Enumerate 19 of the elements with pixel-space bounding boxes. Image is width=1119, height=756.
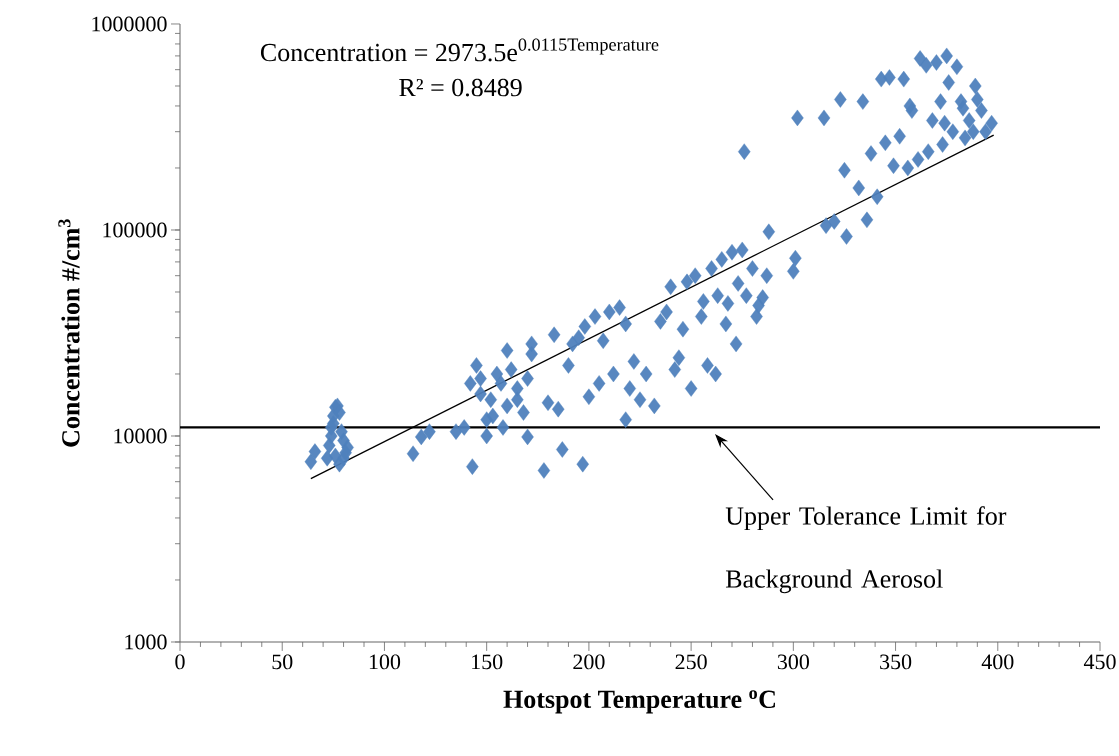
x-tick-label: 150 (472, 654, 503, 670)
text: Upper Tolerance Limit for Background Aerosol (725, 506, 1007, 594)
y-tick-label: 100000 (103, 222, 167, 238)
x-tick-label: 200 (573, 654, 605, 670)
x-tick-label: 300 (777, 654, 809, 670)
annotation: R² = 0.8489 (399, 78, 522, 97)
x-tick-label: 450 (1083, 654, 1116, 670)
x-tick-label: 100 (369, 654, 401, 670)
x-tick-label: 250 (675, 654, 707, 670)
x-tick-label: 50 (272, 654, 293, 670)
x-tick-label: 350 (880, 654, 912, 670)
y-tick-label: 10000 (114, 428, 167, 444)
annotation: $\text{Concentration = 2973.5e}^{\text{0.0115Temperature}}$ (260, 38, 659, 62)
x-tick-label: 400 (981, 654, 1014, 670)
y-tick-label: 1000000 (92, 16, 167, 32)
y-tick-label: 1000 (125, 634, 167, 650)
x-tick-label: 0 (175, 654, 185, 670)
x-axis-title: Hotspot Temperature $^{o}$C (503, 690, 775, 714)
y-axis-title: Concentration #/cm$^{3}$ (58, 219, 80, 447)
